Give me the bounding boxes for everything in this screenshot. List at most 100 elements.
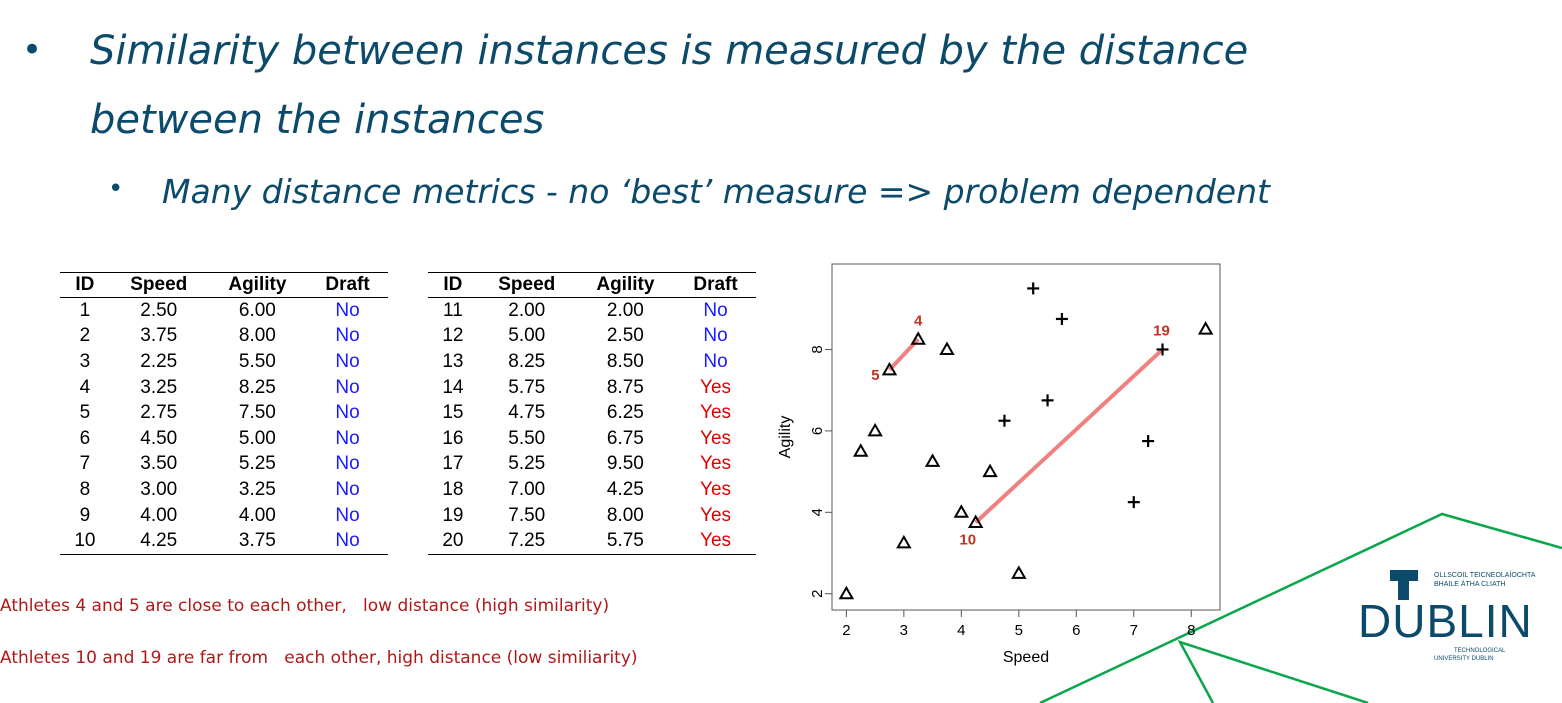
table-cell-agility: 6.25 (606, 402, 644, 424)
table-cell-agility: 8.75 (606, 376, 644, 398)
table-cell-agility: 8.50 (606, 350, 644, 372)
table-cell-draft: Yes (700, 478, 732, 500)
table-cell-speed: 7.50 (508, 504, 546, 526)
point-no-draft-triangle (881, 361, 898, 376)
point-annotation-label: 4 (914, 312, 923, 329)
table-cell-id: 9 (79, 504, 91, 526)
point-draft-plus (1055, 312, 1068, 325)
point-no-draft-triangle (1011, 565, 1027, 579)
table-cell-draft: No (335, 427, 360, 449)
table-cell-id: 5 (79, 402, 91, 424)
table-cell-speed: 4.75 (508, 402, 546, 424)
x-tick-label: 7 (1130, 622, 1138, 639)
athlete-tables: ID Speed Agility Draft 1 2.50 6.00 No 2 3.75 8.00… (60, 268, 760, 568)
table-row: 18 7.00 4.25 Yes (428, 477, 756, 503)
table-cell-draft: No (335, 402, 360, 424)
table-cell-id: 8 (79, 478, 91, 500)
x-tick-label: 8 (1187, 622, 1195, 639)
table-cell-agility: 4.00 (238, 504, 276, 526)
x-tick-label: 3 (900, 622, 908, 639)
table-cell-id: 13 (442, 350, 464, 372)
table-cell-speed: 3.75 (140, 325, 178, 347)
table-cell-draft: Yes (700, 530, 732, 552)
point-draft-plus (1127, 496, 1140, 509)
table-cell-agility: 7.50 (238, 402, 276, 424)
table-cell-draft: Yes (700, 453, 732, 475)
x-tick-label: 6 (1072, 622, 1080, 639)
table-row: 13 8.25 8.50 No (428, 349, 756, 375)
table-cell-id: 17 (442, 453, 464, 475)
y-tick-label: 6 (809, 427, 826, 435)
logo-t-stem (1398, 570, 1409, 600)
table-cell-agility: 9.50 (606, 453, 644, 475)
table-cell-agility: 8.00 (238, 325, 276, 347)
point-no-draft-triangle (910, 331, 926, 345)
point-no-draft-triangle (967, 514, 984, 528)
table-row: 9 4.00 4.00 No (60, 503, 388, 529)
table-cell-speed: 2.00 (508, 299, 546, 321)
table-cell-agility: 5.50 (238, 350, 276, 372)
bullet-2: Many distance metrics - no ‘best’ measur… (162, 172, 1270, 211)
table-cell-draft: No (335, 325, 360, 347)
column-header-draft: Draft (325, 274, 370, 295)
table-cell-draft: Yes (700, 504, 732, 526)
note-close-athletes: Athletes 4 and 5 are close to each other… (0, 596, 610, 616)
athlete-table-right: ID Speed Agility Draft 11 2.00 2.00 No 12 5.00 2.… (428, 272, 756, 555)
table-cell-draft: No (335, 299, 360, 321)
table-cell-speed: 2.25 (140, 350, 178, 372)
table-cell-speed: 8.25 (508, 350, 546, 372)
table-row: 11 2.00 2.00 No (428, 298, 756, 324)
table-cell-speed: 7.00 (508, 478, 546, 500)
table-cell-id: 15 (442, 402, 464, 424)
logo-line-2: BHAILE ÁTHA CLIATH (1434, 581, 1506, 588)
bullet-1-line-2: between the instances (90, 97, 545, 143)
table-cell-agility: 4.25 (606, 478, 644, 500)
table-row: 6 4.50 5.00 No (60, 426, 388, 452)
column-header-agility: Agility (596, 274, 655, 295)
y-axis-label: Agility (777, 416, 794, 459)
distance-line (974, 348, 1164, 524)
table-cell-agility: 6.75 (606, 427, 644, 449)
table-cell-id: 19 (442, 504, 464, 526)
column-header-speed: Speed (130, 274, 188, 295)
table-cell-agility: 5.00 (238, 427, 276, 449)
bullet-dot: • (22, 30, 43, 70)
x-tick-label: 4 (957, 622, 965, 639)
table-row: 17 5.25 9.50 Yes (428, 452, 756, 478)
column-header-draft: Draft (693, 274, 738, 295)
column-header-id: ID (443, 274, 463, 295)
bullet-1-line-1: Similarity between instances is measured… (90, 28, 1249, 74)
table-cell-id: 14 (442, 376, 464, 398)
point-no-draft-triangle (853, 443, 869, 457)
table-cell-agility: 5.25 (238, 453, 276, 475)
point-draft-plus (998, 414, 1011, 427)
table-cell-speed: 5.75 (508, 376, 546, 398)
table-cell-speed: 7.25 (508, 530, 546, 552)
table-cell-agility: 2.50 (606, 325, 644, 347)
table-cell-agility: 6.00 (238, 299, 276, 321)
table-cell-draft: No (335, 530, 360, 552)
table-cell-agility: 3.75 (238, 530, 276, 552)
table-cell-draft: No (335, 350, 360, 372)
table-cell-id: 1 (79, 299, 91, 321)
logo-line-4: UNIVERSITY DUBLIN (1434, 656, 1494, 662)
table-row: 19 7.50 8.00 Yes (428, 503, 756, 529)
point-no-draft-triangle (939, 341, 955, 355)
table-cell-draft: No (335, 376, 360, 398)
point-no-draft-triangle (924, 453, 941, 467)
table-cell-agility: 8.00 (606, 504, 644, 526)
table-cell-id: 18 (442, 478, 464, 500)
logo-mark (1390, 570, 1418, 600)
table-cell-agility: 3.25 (238, 478, 276, 500)
table-cell-agility: 8.25 (238, 376, 276, 398)
tu-dublin-logo: OLLSCOIL TEICNEOLAÍOCHTA BHAILE ÁTHA CLI… (1358, 568, 1538, 668)
table-cell-draft: No (335, 504, 360, 526)
point-no-draft-triangle (896, 534, 912, 549)
table-cell-draft: Yes (700, 376, 732, 398)
table-cell-id: 7 (79, 453, 91, 475)
table-cell-id: 10 (74, 530, 96, 552)
table-cell-draft: No (335, 453, 360, 475)
column-header-speed: Speed (498, 274, 556, 295)
point-draft-plus (1142, 435, 1155, 448)
column-header-agility: Agility (228, 274, 287, 295)
